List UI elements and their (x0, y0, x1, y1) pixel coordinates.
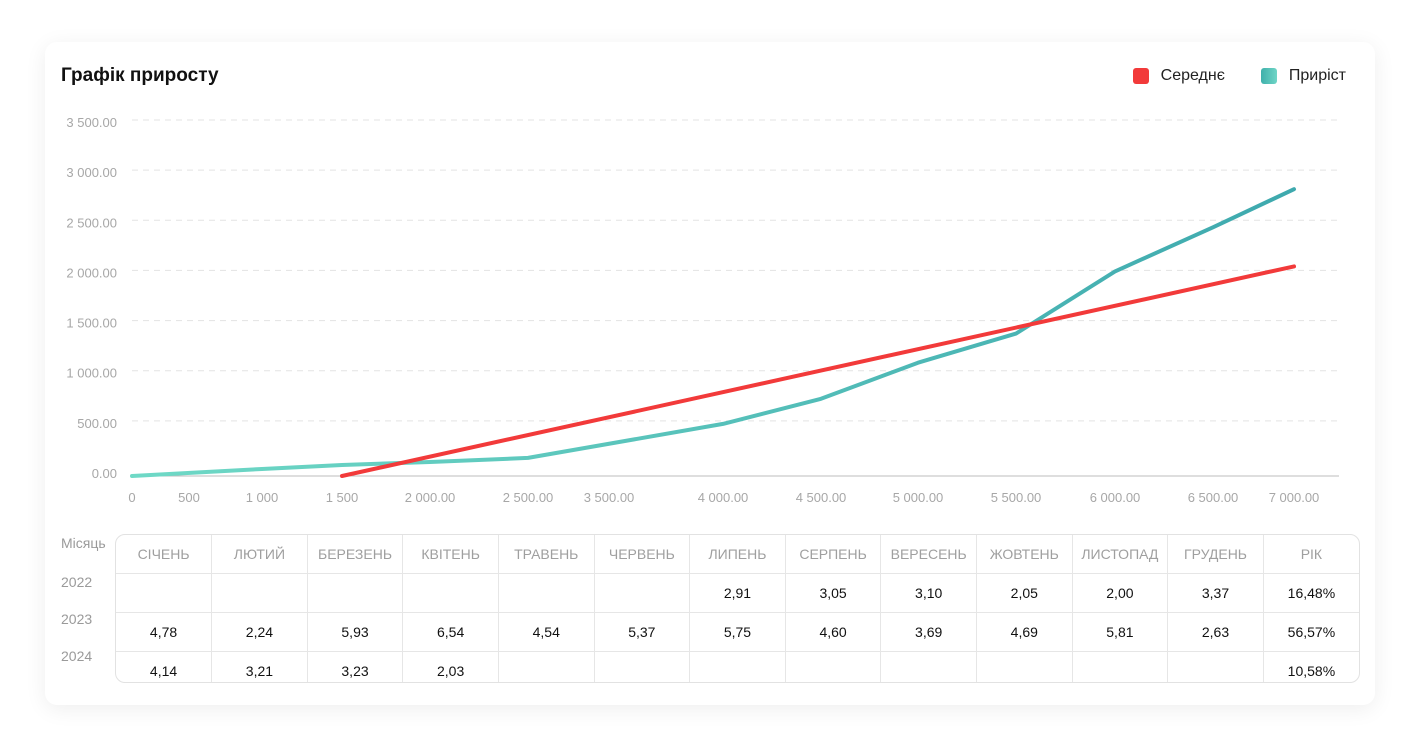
table-cell: 2,91 (689, 573, 786, 613)
x-tick-label: 4 000.00 (698, 490, 749, 505)
table-cell: 2,63 (1167, 612, 1264, 652)
table-cell (116, 573, 213, 613)
table-header-row: СІЧЕНЬ ЛЮТИЙ БЕРЕЗЕНЬ КВІТЕНЬ ТРАВЕНЬ ЧЕРВЕНЬ… (116, 535, 1359, 574)
column-header: РІК (1263, 535, 1359, 574)
table-cell: 3,05 (785, 573, 882, 613)
table-cell: 4,54 (498, 612, 595, 652)
x-tick-label: 4 500.00 (796, 490, 847, 505)
table-row: 4,78 2,24 5,93 6,54 4,54 5,37 5,75 4,60 3,69 4,69… (116, 612, 1359, 652)
y-tick-label: 500.00 (77, 416, 117, 431)
column-header: КВІТЕНЬ (402, 535, 499, 574)
legend-item-growth[interactable]: Приріст (1260, 67, 1346, 85)
table-cell (785, 651, 882, 682)
table-cell: 4,78 (116, 612, 213, 652)
monthly-growth-table: СІЧЕНЬ ЛЮТИЙ БЕРЕЗЕНЬ КВІТЕНЬ ТРАВЕНЬ ЧЕРВЕНЬ… (115, 534, 1360, 683)
x-tick-label: 2 500.00 (503, 490, 554, 505)
column-header: ЖОВТЕНЬ (976, 535, 1073, 574)
table-cell: 56,57% (1263, 612, 1359, 652)
legend-swatch-growth (1260, 68, 1277, 84)
x-tick-label: 5 000.00 (893, 490, 944, 505)
table-cell: 6,54 (402, 612, 499, 652)
x-tick-label: 6 000.00 (1090, 490, 1141, 505)
x-tick-label: 7 000.00 (1269, 490, 1320, 505)
column-header: СІЧЕНЬ (116, 535, 213, 574)
table-cell: 3,37 (1167, 573, 1264, 613)
y-tick-label: 3 000.00 (66, 165, 117, 180)
year-label-2024: 2024 (61, 648, 93, 664)
table-cell: 3,21 (211, 651, 308, 682)
y-tick-label: 1 000.00 (66, 366, 117, 381)
legend-swatch-average (1132, 68, 1149, 84)
y-tick-label: 2 000.00 (66, 265, 117, 280)
x-tick-label: 1 000 (246, 490, 279, 505)
table-cell: 5,75 (689, 612, 786, 652)
series-line-growth (130, 187, 1296, 478)
x-tick-label: 5 500.00 (991, 490, 1042, 505)
column-header: ЛИПЕНЬ (689, 535, 786, 574)
y-tick-label: 2 500.00 (66, 215, 117, 230)
table-row: 4,14 3,21 3,23 2,03 10,58% (116, 651, 1359, 682)
y-tick-label: 3 500.00 (66, 115, 117, 130)
table-cell: 4,14 (116, 651, 213, 682)
table-cell: 3,23 (307, 651, 404, 682)
table-cell: 16,48% (1263, 573, 1359, 613)
table-cell: 2,24 (211, 612, 308, 652)
table-cell: 5,93 (307, 612, 404, 652)
x-tick-label: 2 000.00 (405, 490, 456, 505)
year-label-2023: 2023 (61, 611, 93, 627)
growth-line-chart: 3 500.00 3 000.00 2 500.00 2 000.00 1 500.00… (66, 115, 1339, 505)
growth-chart-card: Графік приросту Середнє Приріст 3 500.00… (45, 42, 1375, 705)
table-cell (498, 651, 595, 682)
table-cell (689, 651, 786, 682)
x-tick-label: 500 (178, 490, 200, 505)
table-cell (976, 651, 1073, 682)
y-tick-label: 0.00 (92, 466, 117, 481)
table-cell: 4,60 (785, 612, 882, 652)
table-cell (1167, 651, 1264, 682)
chart-legend: Середнє Приріст (1132, 67, 1346, 85)
table-cell: 2,00 (1072, 573, 1169, 613)
column-header: БЕРЕЗЕНЬ (307, 535, 404, 574)
legend-label-growth: Приріст (1288, 67, 1346, 84)
column-header: ЛЮТИЙ (211, 535, 308, 574)
series-line-average (340, 264, 1296, 478)
table-cell: 5,81 (1072, 612, 1169, 652)
table-cell (594, 651, 691, 682)
table-cell (402, 573, 499, 613)
y-tick-label: 1 500.00 (66, 316, 117, 331)
column-header: ВЕРЕСЕНЬ (880, 535, 977, 574)
legend-label-average: Середнє (1160, 67, 1225, 84)
x-tick-label: 3 500.00 (584, 490, 635, 505)
column-header: ЛИСТОПАД (1072, 535, 1169, 574)
row-header-label: Місяць (61, 535, 106, 551)
column-header: ТРАВЕНЬ (498, 535, 595, 574)
column-header: ЧЕРВЕНЬ (594, 535, 691, 574)
table-cell: 10,58% (1287, 663, 1336, 679)
column-header: СЕРПЕНЬ (785, 535, 882, 574)
table-cell: 4,69 (976, 612, 1073, 652)
table-cell: 3,10 (880, 573, 977, 613)
table-cell: 5,37 (594, 612, 691, 652)
table-cell (1072, 651, 1169, 682)
legend-item-average[interactable]: Середнє (1132, 67, 1225, 85)
year-label-2022: 2022 (61, 574, 93, 590)
column-header: ГРУДЕНЬ (1167, 535, 1264, 574)
table-cell (880, 651, 977, 682)
x-tick-label: 6 500.00 (1188, 490, 1239, 505)
table-cell (498, 573, 595, 613)
table-cell (211, 573, 308, 613)
table-cell: 2,03 (402, 651, 499, 682)
table-cell: 3,69 (880, 612, 977, 652)
table-row: 2,91 3,05 3,10 2,05 2,00 3,37 16,48% (116, 573, 1359, 613)
table-cell (594, 573, 691, 613)
card-title: Графік приросту (61, 65, 219, 86)
x-tick-label: 0 (128, 490, 135, 505)
x-tick-label: 1 500 (326, 490, 359, 505)
table-cell: 2,05 (976, 573, 1073, 613)
table-cell (307, 573, 404, 613)
